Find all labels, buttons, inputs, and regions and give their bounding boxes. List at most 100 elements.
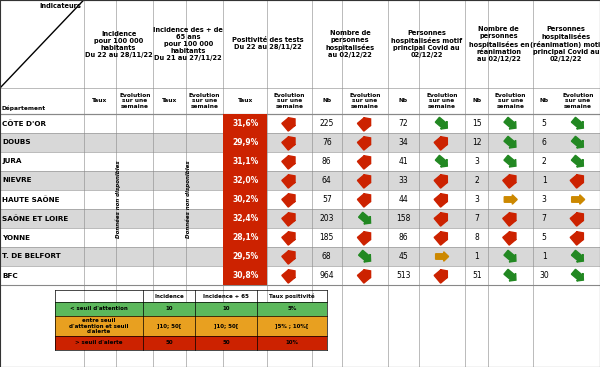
Text: DOUBS: DOUBS [2,139,31,145]
Bar [223,228,268,247]
Text: HAUTE SAÔNE: HAUTE SAÔNE [2,196,59,203]
Bar [0,152,600,171]
Polygon shape [503,232,516,245]
Text: Incidence: Incidence [154,294,184,298]
Text: 10: 10 [222,306,230,312]
Polygon shape [503,212,516,226]
Polygon shape [504,269,516,281]
Polygon shape [434,270,448,283]
Polygon shape [504,117,516,129]
Text: 30: 30 [539,271,549,280]
Text: 76: 76 [322,138,332,147]
Polygon shape [282,137,295,150]
Text: 7: 7 [542,214,547,223]
Polygon shape [358,232,371,245]
Bar [223,209,268,228]
Text: Nb: Nb [539,98,549,103]
Polygon shape [503,175,516,188]
Text: Taux positivité: Taux positivité [269,293,315,299]
Text: 5: 5 [542,119,547,128]
Bar [223,114,268,133]
Text: Evolution
sur une
semaine: Evolution sur une semaine [495,93,526,109]
Text: entre seuil
d'attention et seuil
d'alerte: entre seuil d'attention et seuil d'alert… [69,318,129,334]
Polygon shape [570,175,583,188]
Text: 8: 8 [475,233,479,242]
Text: CÔTE D'OR: CÔTE D'OR [2,120,46,127]
Text: Evolution
sur une
semaine: Evolution sur une semaine [274,93,305,109]
Text: 5%: 5% [287,306,296,312]
Text: Département: Département [2,105,46,111]
Text: 225: 225 [320,119,334,128]
Polygon shape [436,117,448,129]
Polygon shape [282,156,295,169]
Bar [223,190,268,209]
Polygon shape [436,155,448,167]
Text: 50: 50 [165,341,173,345]
Polygon shape [434,175,448,188]
Text: 2: 2 [542,157,547,166]
Bar [0,190,600,209]
Text: 34: 34 [398,138,409,147]
Polygon shape [282,194,295,207]
Text: 41: 41 [398,157,409,166]
Polygon shape [434,212,448,226]
Text: 10%: 10% [286,341,299,345]
Text: 6: 6 [542,138,547,147]
Text: ]10; 50[: ]10; 50[ [214,323,238,328]
Bar [0,266,600,285]
Text: Incidence
pour 100 000
habitants
Du 22 au 28/11/22: Incidence pour 100 000 habitants Du 22 a… [85,30,152,58]
Polygon shape [358,118,371,131]
Polygon shape [358,175,371,188]
Polygon shape [571,269,583,281]
Bar [55,316,327,336]
Polygon shape [282,175,295,188]
Text: 32,0%: 32,0% [232,176,259,185]
Text: 1: 1 [475,252,479,261]
Text: 1: 1 [542,176,547,185]
Bar [0,133,600,152]
Polygon shape [436,252,449,261]
Text: 964: 964 [319,271,334,280]
Text: 30,2%: 30,2% [232,195,259,204]
Text: 15: 15 [472,119,482,128]
Text: 12: 12 [472,138,481,147]
Bar [0,114,600,133]
Text: 44: 44 [398,195,409,204]
Text: SAÔNE ET LOIRE: SAÔNE ET LOIRE [2,215,68,222]
Text: < seuil d'attention: < seuil d'attention [70,306,128,312]
Text: Evolution
sur une
semaine: Evolution sur une semaine [119,93,151,109]
Polygon shape [571,250,583,262]
Text: Nombre de
personnes
hospitalisées
au 02/12/22: Nombre de personnes hospitalisées au 02/… [325,30,374,58]
Text: 3: 3 [475,157,479,166]
Bar [0,209,600,228]
Polygon shape [282,251,295,264]
Text: 28,1%: 28,1% [232,233,259,242]
Text: Nb: Nb [472,98,481,103]
Polygon shape [504,195,517,204]
Text: BFC: BFC [2,273,18,279]
Polygon shape [434,194,448,207]
Bar [223,266,268,285]
Bar [0,247,600,266]
Polygon shape [570,232,583,245]
Text: Données non disponibles: Données non disponibles [185,161,191,238]
Polygon shape [358,270,371,283]
Polygon shape [504,155,516,167]
Polygon shape [358,156,371,169]
Text: 31,6%: 31,6% [232,119,259,128]
Text: T. DE BELFORT: T. DE BELFORT [2,254,61,259]
Bar [223,247,268,266]
Polygon shape [571,117,583,129]
Bar [223,171,268,190]
Text: 513: 513 [396,271,411,280]
Bar [223,152,268,171]
Text: 68: 68 [322,252,332,261]
Text: 1: 1 [542,252,547,261]
Polygon shape [571,136,583,148]
Text: YONNE: YONNE [2,235,30,240]
Bar [55,336,327,350]
Text: 45: 45 [398,252,409,261]
Polygon shape [282,118,295,131]
Text: Indicateurs: Indicateurs [40,3,82,9]
Text: ]5% ; 10%[: ]5% ; 10%[ [275,323,308,328]
